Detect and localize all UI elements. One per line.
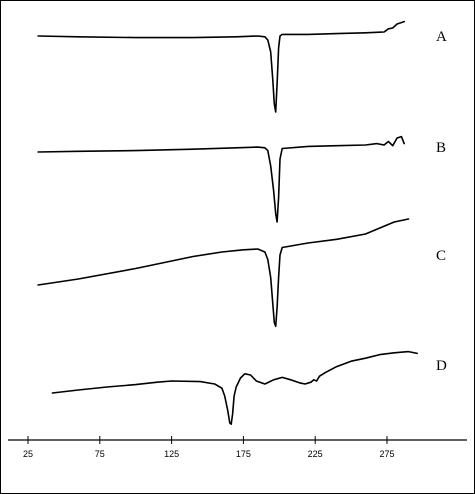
curve-a <box>37 20 405 113</box>
curve-label-d: D <box>436 358 447 374</box>
curve-label-a: A <box>436 29 447 45</box>
curve-b <box>37 135 405 223</box>
x-tick-label-175: 175 <box>236 449 251 459</box>
x-tick-label-75: 75 <box>95 449 105 459</box>
curve-labels: A B C D <box>436 29 447 374</box>
curve-label-c: C <box>436 248 446 264</box>
x-tick-label-25: 25 <box>23 449 33 459</box>
x-tick-label-275: 275 <box>379 449 394 459</box>
x-axis-ticks: 25 75 125 175 225 275 <box>23 436 395 459</box>
curve-c <box>37 218 410 328</box>
curves <box>37 20 418 425</box>
curve-d <box>51 350 418 425</box>
x-tick-label-125: 125 <box>164 449 179 459</box>
x-tick-label-225: 225 <box>308 449 323 459</box>
curve-label-b: B <box>436 140 446 156</box>
